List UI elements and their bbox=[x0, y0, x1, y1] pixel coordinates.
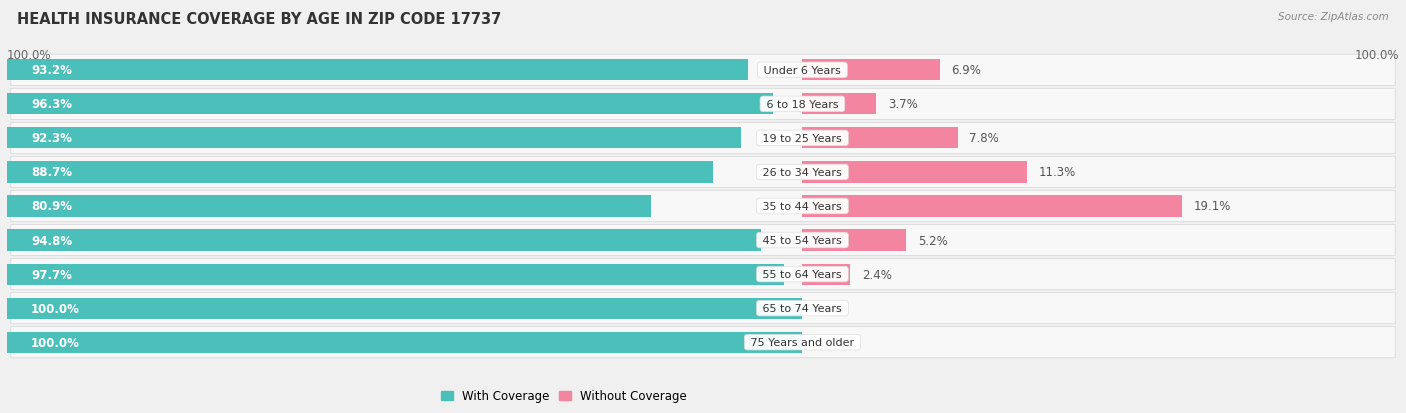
Text: 0.0%: 0.0% bbox=[814, 302, 844, 315]
Text: 35 to 44 Years: 35 to 44 Years bbox=[759, 202, 845, 211]
Bar bbox=[7, 94, 773, 115]
Text: 2.4%: 2.4% bbox=[862, 268, 891, 281]
Text: HEALTH INSURANCE COVERAGE BY AGE IN ZIP CODE 17737: HEALTH INSURANCE COVERAGE BY AGE IN ZIP … bbox=[17, 12, 501, 27]
FancyBboxPatch shape bbox=[11, 327, 1395, 358]
Text: 19.1%: 19.1% bbox=[1194, 200, 1232, 213]
Bar bbox=[7, 128, 741, 149]
Text: 100.0%: 100.0% bbox=[1354, 49, 1399, 62]
Text: 11.3%: 11.3% bbox=[1039, 166, 1077, 179]
Bar bbox=[7, 230, 761, 251]
FancyBboxPatch shape bbox=[11, 259, 1395, 290]
Bar bbox=[7, 298, 803, 319]
Bar bbox=[803, 128, 957, 149]
FancyBboxPatch shape bbox=[11, 191, 1395, 222]
Legend: With Coverage, Without Coverage: With Coverage, Without Coverage bbox=[440, 389, 688, 402]
FancyBboxPatch shape bbox=[11, 55, 1395, 86]
Text: 3.7%: 3.7% bbox=[889, 98, 918, 111]
Text: 97.7%: 97.7% bbox=[31, 268, 72, 281]
Text: 100.0%: 100.0% bbox=[31, 302, 80, 315]
Text: 75 Years and older: 75 Years and older bbox=[747, 337, 858, 347]
Text: Under 6 Years: Under 6 Years bbox=[761, 66, 845, 76]
Text: 88.7%: 88.7% bbox=[31, 166, 72, 179]
Bar bbox=[803, 162, 1028, 183]
Text: Source: ZipAtlas.com: Source: ZipAtlas.com bbox=[1278, 12, 1389, 22]
Text: 7.8%: 7.8% bbox=[970, 132, 1000, 145]
Text: 96.3%: 96.3% bbox=[31, 98, 72, 111]
Text: 6.9%: 6.9% bbox=[952, 64, 981, 77]
Bar bbox=[7, 162, 713, 183]
Text: 65 to 74 Years: 65 to 74 Years bbox=[759, 304, 845, 313]
FancyBboxPatch shape bbox=[11, 293, 1395, 324]
Text: 5.2%: 5.2% bbox=[918, 234, 948, 247]
Text: 100.0%: 100.0% bbox=[31, 336, 80, 349]
Text: 45 to 54 Years: 45 to 54 Years bbox=[759, 235, 845, 245]
Text: 100.0%: 100.0% bbox=[7, 49, 52, 62]
Bar bbox=[803, 94, 876, 115]
Text: 93.2%: 93.2% bbox=[31, 64, 72, 77]
Text: 6 to 18 Years: 6 to 18 Years bbox=[763, 100, 842, 109]
Bar bbox=[7, 264, 785, 285]
Bar bbox=[803, 60, 939, 81]
FancyBboxPatch shape bbox=[11, 123, 1395, 154]
Text: 94.8%: 94.8% bbox=[31, 234, 72, 247]
FancyBboxPatch shape bbox=[11, 157, 1395, 188]
Text: 92.3%: 92.3% bbox=[31, 132, 72, 145]
FancyBboxPatch shape bbox=[11, 225, 1395, 256]
Bar bbox=[7, 60, 748, 81]
Text: 19 to 25 Years: 19 to 25 Years bbox=[759, 133, 845, 144]
Bar bbox=[803, 264, 851, 285]
Bar bbox=[7, 196, 651, 217]
Bar bbox=[7, 332, 803, 353]
Text: 55 to 64 Years: 55 to 64 Years bbox=[759, 269, 845, 280]
Text: 26 to 34 Years: 26 to 34 Years bbox=[759, 168, 845, 178]
FancyBboxPatch shape bbox=[11, 89, 1395, 120]
Text: 80.9%: 80.9% bbox=[31, 200, 72, 213]
Bar bbox=[803, 230, 905, 251]
Bar bbox=[803, 196, 1182, 217]
Text: 0.0%: 0.0% bbox=[814, 336, 844, 349]
